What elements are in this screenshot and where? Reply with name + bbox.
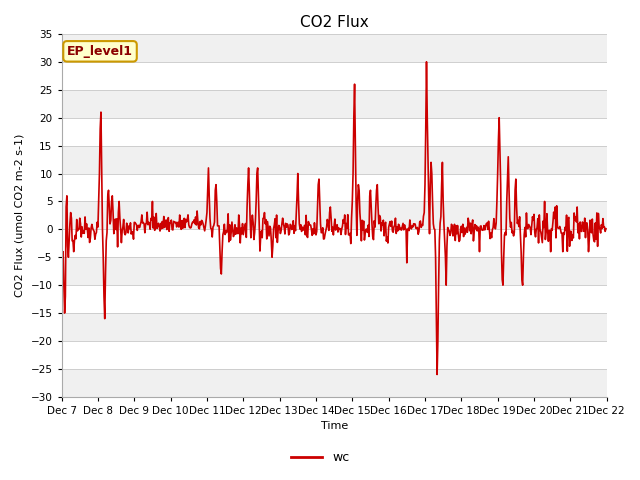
Legend: wc: wc (285, 446, 355, 469)
Bar (61, 285, 607, 313)
Bar (61, 257, 607, 285)
Bar (61, 369, 607, 397)
Y-axis label: CO2 Flux (umol CO2 m-2 s-1): CO2 Flux (umol CO2 m-2 s-1) (15, 134, 25, 297)
Bar (61, 118, 607, 145)
Bar (61, 229, 607, 257)
X-axis label: Time: Time (321, 421, 348, 432)
Bar (61, 34, 607, 62)
Bar (61, 313, 607, 341)
Bar (61, 90, 607, 118)
Bar (61, 62, 607, 90)
Title: CO2 Flux: CO2 Flux (300, 15, 369, 30)
Text: EP_level1: EP_level1 (67, 45, 133, 58)
Bar (61, 173, 607, 202)
Bar (61, 341, 607, 369)
Bar (61, 145, 607, 173)
Bar (61, 202, 607, 229)
